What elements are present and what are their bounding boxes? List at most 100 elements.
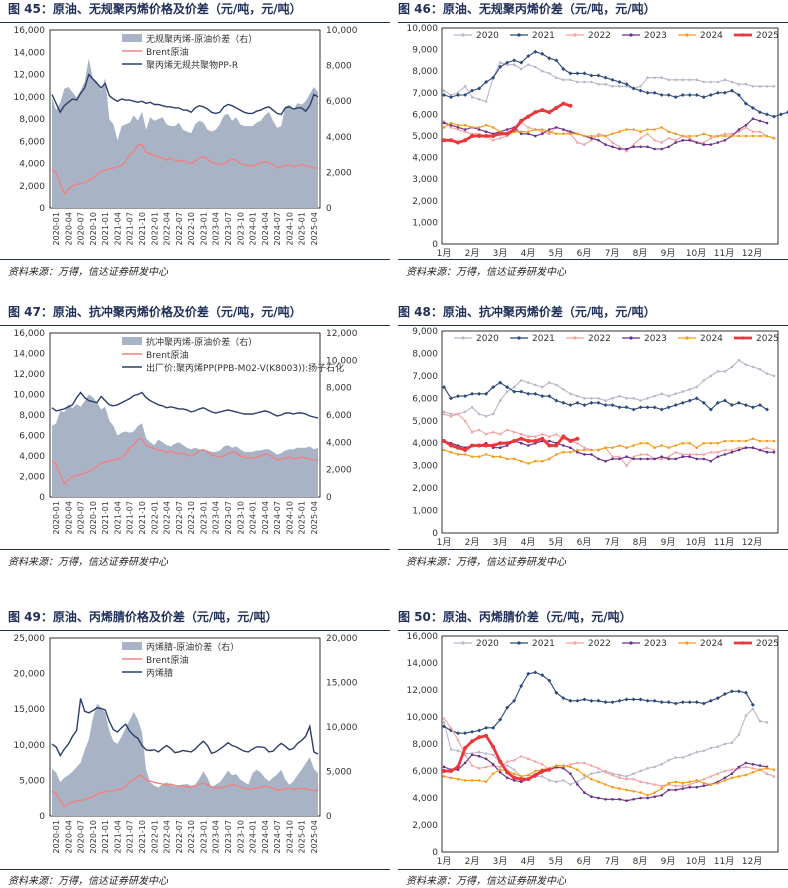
data-point [681,455,684,458]
data-point [667,758,670,762]
data-point [639,780,643,783]
data-point [660,392,663,396]
data-point [477,735,482,740]
data-point [610,140,615,144]
data-point [736,400,741,405]
data-point [527,132,530,136]
y-left-tick-label: 12,000 [14,71,46,81]
data-point [674,132,677,136]
y-left-tick-label: 10,000 [14,93,46,103]
data-point [597,448,600,452]
data-point [569,783,572,786]
data-point [576,448,579,452]
data-point [519,775,523,778]
data-point [484,443,489,448]
y-right-tick-label: 2,000 [326,466,352,476]
data-point [632,142,636,146]
data-point [590,397,593,400]
data-point [730,365,734,369]
legend-marker [517,336,521,340]
data-point [562,132,565,136]
data-point [442,439,446,443]
data-point [568,439,573,443]
data-point [547,443,552,448]
x-tick-label: 2024-07 [273,501,282,534]
x-tick-label: 2023-04 [212,820,221,853]
data-point [618,444,621,447]
data-point [604,143,607,146]
data-point [512,58,517,63]
data-point [729,88,734,93]
data-point [681,134,684,138]
data-point [463,128,467,131]
data-point [576,394,579,398]
source-note: 资料来源：万得，信达证券研发中心 [8,876,168,887]
data-point [484,100,488,103]
data-point [715,696,720,701]
data-point [562,764,565,767]
data-point [505,131,510,136]
data-point [653,782,657,786]
data-point [491,443,496,448]
data-point [442,92,447,97]
data-point [526,777,531,782]
data-point [512,772,516,775]
data-point [527,381,530,384]
x-tick-label: 2023-04 [212,501,221,534]
data-point [758,367,762,371]
legend-marker [517,33,521,37]
data-point [638,405,643,410]
x-tick-label: 2025-01 [298,212,307,245]
data-point [477,443,482,448]
figure-title: 图 48：原油、抗冲聚丙烯价差（元/吨，元/吨） [398,305,656,319]
x-tick-label: 2022-01 [150,212,159,245]
data-point [477,779,481,782]
data-point [688,136,692,140]
x-tick-label: 2月 [465,537,480,547]
data-point [449,125,453,129]
data-point [639,399,642,402]
data-point [555,764,558,767]
data-point [597,134,600,138]
data-point [526,391,531,396]
data-point [603,75,608,80]
data-point [505,770,510,775]
data-point [730,767,734,771]
data-point [603,403,608,408]
data-point [519,432,523,436]
data-point [442,410,446,414]
y-left-tick-label: 0 [39,493,45,503]
figure-title: 图 45：原油、无规聚丙烯价格及价差（元/吨，元/吨） [8,2,302,16]
y-left-tick-label: 8,000 [19,411,45,421]
data-point [660,140,664,144]
data-point [716,781,720,785]
data-point [709,441,713,445]
x-tick-label: 2021-04 [113,820,122,853]
data-point [723,134,727,138]
x-tick-label: 2021-10 [138,501,147,534]
data-point [590,80,593,84]
data-point [674,141,677,144]
data-point [470,779,474,782]
data-point [456,764,460,769]
data-point [653,394,656,398]
data-point [708,92,713,97]
data-point [667,457,670,461]
source-note: 资料来源：万得，信达证券研发中心 [406,267,566,278]
data-point [653,791,656,794]
title-rule [0,630,390,631]
y-tick-label: 16,000 [407,632,439,642]
x-tick-label: 12月 [742,856,762,866]
data-point [562,450,565,454]
data-point [456,777,460,781]
title-rule [398,325,788,326]
source-rule [0,259,390,260]
data-point [702,379,706,382]
data-point [477,128,481,131]
x-tick-label: 2024-01 [249,212,258,245]
data-point [765,721,769,724]
data-point [688,139,691,142]
data-point [737,358,741,362]
data-point [576,132,579,136]
data-point [737,448,741,452]
